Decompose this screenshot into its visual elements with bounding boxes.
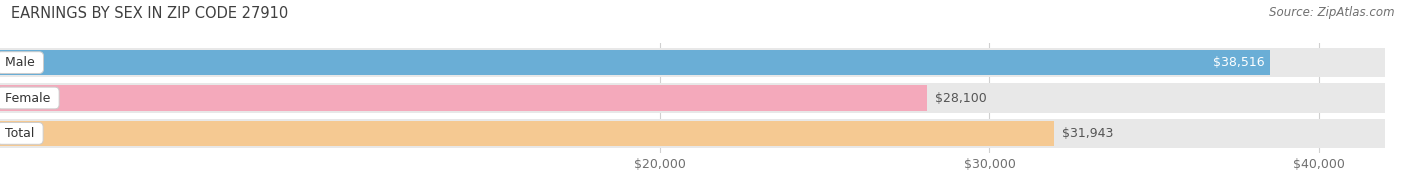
Text: Female: Female bbox=[1, 92, 55, 104]
Bar bbox=[0, 48, 1385, 77]
Bar bbox=[0, 50, 1270, 75]
Text: Total: Total bbox=[1, 127, 39, 140]
Text: $31,943: $31,943 bbox=[1062, 127, 1114, 140]
Text: $28,100: $28,100 bbox=[935, 92, 987, 104]
Text: EARNINGS BY SEX IN ZIP CODE 27910: EARNINGS BY SEX IN ZIP CODE 27910 bbox=[11, 6, 288, 21]
Text: Male: Male bbox=[1, 56, 39, 69]
Bar bbox=[0, 83, 1385, 113]
Text: Source: ZipAtlas.com: Source: ZipAtlas.com bbox=[1270, 6, 1395, 19]
Bar bbox=[0, 85, 927, 111]
Bar bbox=[0, 119, 1385, 148]
Text: $38,516: $38,516 bbox=[1213, 56, 1265, 69]
Bar bbox=[0, 121, 1053, 146]
